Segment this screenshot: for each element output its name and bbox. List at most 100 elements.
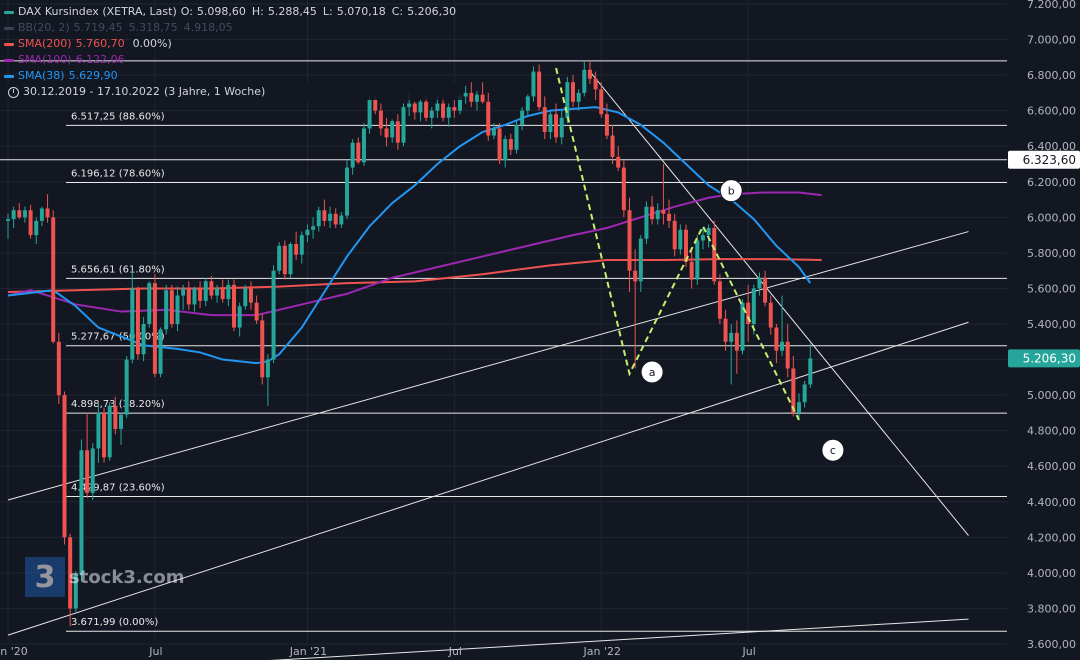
legend-h-label: H:: [251, 5, 264, 18]
y-tick-label: 6.600,00: [1027, 105, 1076, 118]
candle-body: [186, 288, 191, 305]
y-tick-label: 6.800,00: [1027, 69, 1076, 82]
candle-body: [277, 245, 282, 271]
wave-marker: [640, 360, 664, 384]
candle-body: [672, 220, 677, 250]
y-tick-label: 6.200,00: [1027, 176, 1076, 189]
legend-sma200-value: 5.760,70: [75, 37, 125, 50]
legend-date-range: 30.12.2019 - 17.10.2022: [23, 85, 160, 98]
candle-body: [412, 103, 417, 113]
logo-text: stock3.com: [69, 566, 185, 588]
legend-bb-swatch: [4, 26, 14, 30]
y-tick-label: 4.400,00: [1027, 496, 1076, 509]
candle-body: [232, 284, 236, 328]
candle-body: [503, 139, 508, 161]
y-tick-label: 3.800,00: [1027, 602, 1076, 615]
candle-body: [158, 329, 163, 374]
candle-body: [311, 226, 316, 230]
candle-body: [181, 288, 186, 296]
legend-sma200-name: SMA(200): [18, 37, 72, 50]
candle-body: [316, 210, 321, 227]
candle-body: [650, 206, 655, 220]
y-tick-label: 4.000,00: [1027, 567, 1076, 580]
candle-body: [678, 229, 683, 250]
y-tick-label: 7.000,00: [1027, 34, 1076, 47]
x-tick-label: Jan '22: [583, 645, 621, 658]
candle-body: [684, 229, 688, 262]
candle-body: [85, 450, 90, 493]
legend-bb-v1: 5.719,45: [73, 21, 123, 34]
candle-body: [203, 281, 208, 301]
candle-body: [373, 100, 378, 111]
y-tick-label: 6.400,00: [1027, 140, 1076, 153]
candle-body: [531, 71, 536, 97]
legend-c-label: C:: [391, 5, 404, 18]
candle-body: [6, 219, 10, 221]
fib-label: 6.196,12 (78.60%): [71, 168, 165, 179]
trend-line: [589, 71, 969, 536]
legend-main-title: DAX Kursindex (XETRA, Last): [18, 5, 177, 18]
candle-body: [192, 288, 197, 305]
candle-body: [780, 341, 785, 351]
candle-body: [525, 96, 530, 111]
legend-bb-name: BB(20, 2): [18, 21, 70, 34]
candle-body: [322, 210, 327, 221]
candle-body: [480, 94, 485, 102]
candle-body: [135, 288, 140, 355]
candle-body: [582, 69, 587, 93]
candle-body: [96, 412, 101, 449]
wave-label: b: [728, 185, 735, 198]
candle-body: [305, 229, 310, 236]
wave-label: c: [830, 444, 836, 457]
y-tick-label: 3.600,00: [1027, 638, 1076, 651]
candle-body: [113, 405, 118, 429]
candle-body: [802, 384, 807, 403]
candle-body: [667, 213, 672, 221]
candle-body: [328, 213, 333, 221]
sma38-line: [7, 106, 812, 365]
candle-body: [11, 210, 16, 220]
candle-body: [627, 210, 632, 271]
legend-sma100: SMA(100) 6.122,06: [4, 52, 462, 68]
wave-label: a: [649, 366, 656, 379]
candle-body: [339, 215, 344, 225]
candle-body: [68, 537, 73, 609]
legend-sma38: SMA(38) 5.629,90: [4, 68, 462, 84]
legend-sma100-value: 6.122,06: [75, 53, 125, 66]
candle-body: [554, 114, 559, 138]
candle-body: [740, 302, 745, 351]
fib-label: 4.898,73 (38.20%): [71, 399, 165, 410]
elliott-wave-path: a b c: [555, 67, 845, 462]
x-axis: Jan '20 Jul Jan '21 Jul Jan '22 Jul: [0, 645, 756, 658]
candle-body: [288, 244, 293, 275]
legend-bb: BB(20, 2) 5.719,45 5.318,75 4.918,05: [4, 20, 462, 36]
candle-body: [367, 100, 372, 129]
candle-body: [537, 71, 542, 108]
candle-body: [712, 228, 717, 282]
candle-body: [621, 167, 626, 211]
candle-body: [791, 368, 796, 413]
fib-label: 5.277,67 (50.00%): [71, 332, 165, 343]
candle-body: [56, 341, 61, 396]
candle-body: [508, 139, 513, 150]
x-tick-label: Jul: [742, 645, 756, 658]
candle-body: [299, 235, 304, 255]
candle-body: [395, 121, 400, 143]
y-tick-label: 4.800,00: [1027, 425, 1076, 438]
candle-body: [260, 320, 265, 378]
candle-body: [51, 217, 56, 342]
candle-body: [734, 332, 739, 351]
legend-main: DAX Kursindex (XETRA, Last) O: 5.098,60 H…: [4, 4, 462, 20]
candle-body: [491, 128, 496, 136]
x-tick-label: Jul: [148, 645, 162, 658]
legend-l-label: L:: [322, 5, 333, 18]
candle-body: [474, 94, 479, 102]
candle-body: [169, 290, 174, 324]
candle-body: [45, 208, 50, 218]
candle-body: [644, 206, 649, 239]
fib-label: 4.429,87 (23.60%): [71, 482, 165, 493]
candle-body: [79, 450, 84, 575]
candle-body: [768, 302, 773, 328]
legend-bb-v2: 5.318,75: [128, 21, 178, 34]
